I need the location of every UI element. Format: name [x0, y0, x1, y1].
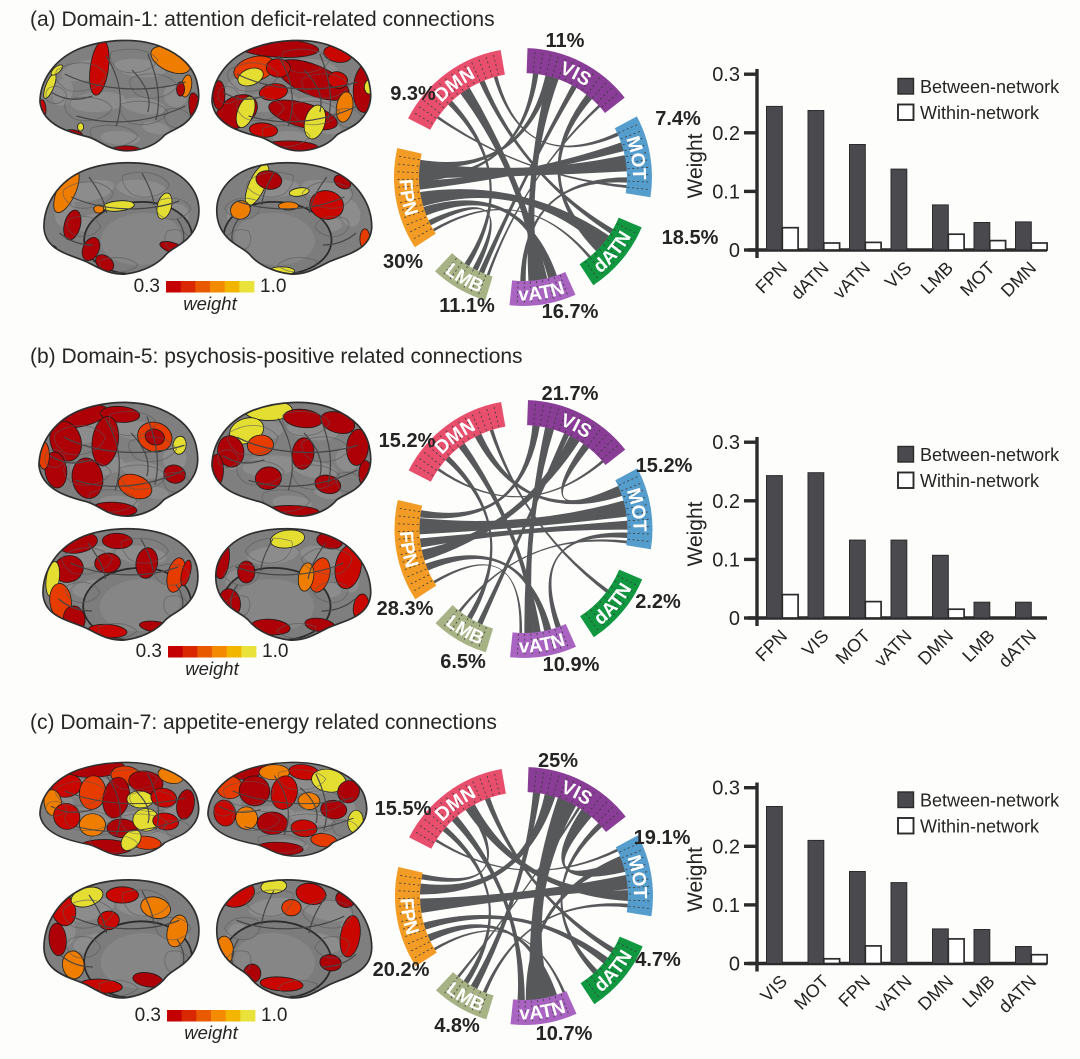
svg-text:Within-network: Within-network — [920, 817, 1040, 837]
svg-text:0: 0 — [729, 608, 740, 630]
svg-text:21.7%: 21.7% — [542, 383, 599, 405]
svg-text:20.2%: 20.2% — [373, 959, 430, 981]
svg-text:0.3: 0.3 — [712, 778, 740, 800]
svg-text:0: 0 — [729, 954, 740, 976]
svg-text:15.2%: 15.2% — [379, 430, 436, 452]
svg-text:28.3%: 28.3% — [377, 598, 434, 620]
svg-text:30%: 30% — [383, 251, 423, 273]
svg-text:0: 0 — [729, 240, 740, 262]
svg-text:19.1%: 19.1% — [634, 827, 691, 849]
svg-text:1.0: 1.0 — [261, 1005, 287, 1026]
svg-text:0.3: 0.3 — [712, 432, 740, 454]
svg-text:0.1: 0.1 — [712, 549, 740, 571]
svg-text:(c) Domain-7: appetite-energy: (c) Domain-7: appetite-energy related co… — [30, 711, 497, 734]
svg-text:Weight: Weight — [684, 133, 707, 198]
svg-text:4.8%: 4.8% — [434, 1015, 480, 1037]
svg-text:weight: weight — [184, 1022, 238, 1043]
svg-text:25%: 25% — [538, 750, 578, 772]
svg-text:10.9%: 10.9% — [543, 654, 600, 676]
svg-text:11%: 11% — [546, 30, 585, 52]
svg-text:(b) Domain-5: psychosis-positi: (b) Domain-5: psychosis-positive related… — [30, 345, 523, 368]
svg-text:0.3: 0.3 — [134, 276, 160, 297]
svg-text:weight: weight — [185, 658, 239, 679]
svg-text:Weight: Weight — [684, 501, 707, 566]
svg-text:weight: weight — [183, 293, 237, 314]
svg-text:18.5%: 18.5% — [662, 227, 719, 249]
svg-text:1.0: 1.0 — [260, 276, 286, 297]
svg-text:4.7%: 4.7% — [635, 949, 681, 971]
svg-text:15.2%: 15.2% — [636, 455, 693, 477]
svg-text:(a) Domain-1: attention defici: (a) Domain-1: attention deficit-related … — [30, 8, 495, 31]
svg-text:0.3: 0.3 — [135, 1005, 161, 1026]
svg-text:16.7%: 16.7% — [542, 301, 599, 323]
svg-text:7.4%: 7.4% — [655, 108, 701, 130]
svg-text:0.1: 0.1 — [712, 895, 740, 917]
svg-text:1.0: 1.0 — [262, 641, 288, 662]
svg-text:9.3%: 9.3% — [390, 83, 436, 105]
svg-text:11.1%: 11.1% — [439, 295, 495, 317]
svg-text:2.2%: 2.2% — [635, 591, 681, 613]
svg-text:Within-network: Within-network — [920, 471, 1040, 491]
svg-text:0.2: 0.2 — [712, 836, 740, 858]
svg-text:0.3: 0.3 — [136, 641, 162, 662]
svg-text:0.3: 0.3 — [712, 64, 740, 86]
svg-text:0.2: 0.2 — [712, 123, 740, 145]
svg-text:Weight: Weight — [684, 847, 707, 912]
svg-text:0.1: 0.1 — [712, 181, 740, 203]
svg-text:Between-network: Between-network — [920, 445, 1060, 465]
svg-text:Between-network: Between-network — [920, 791, 1060, 811]
svg-text:Between-network: Between-network — [920, 77, 1060, 97]
svg-text:0.2: 0.2 — [712, 491, 740, 513]
svg-text:6.5%: 6.5% — [440, 651, 486, 673]
svg-text:10.7%: 10.7% — [536, 1023, 593, 1045]
svg-text:15.5%: 15.5% — [375, 798, 432, 820]
svg-text:Within-network: Within-network — [920, 103, 1040, 123]
